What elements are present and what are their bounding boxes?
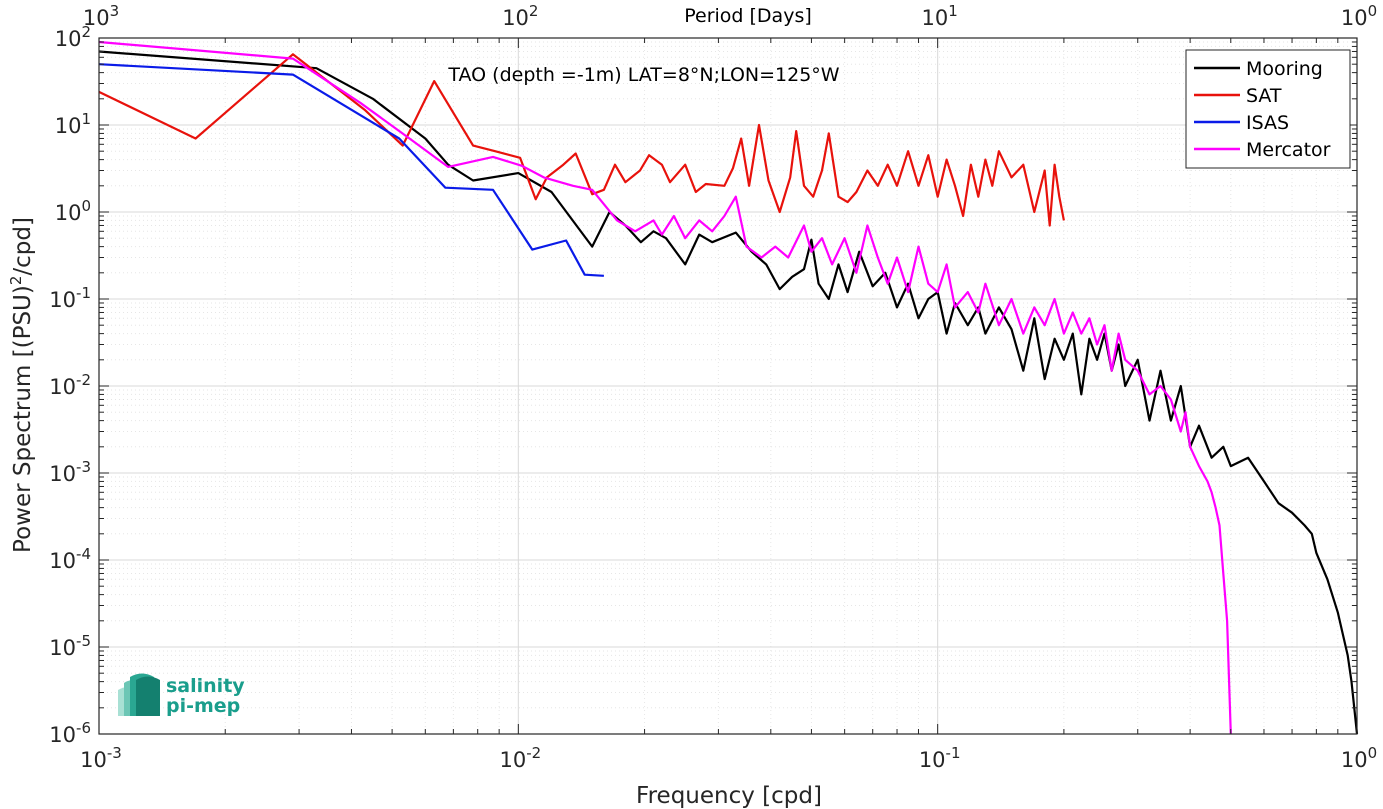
- chart-annotation: TAO (depth =-1m) LAT=8°N;LON=125°W: [447, 64, 839, 86]
- y-tick-label: 10-6: [49, 719, 91, 747]
- top-tick-label: 100: [1341, 2, 1377, 30]
- y-axis-title: Power Spectrum [(PSU)2/cpd]: [7, 217, 36, 553]
- y-tick-label-exp: 2: [81, 23, 91, 41]
- top-tick-label: 103: [83, 2, 119, 30]
- x-tick-label: 10-1: [919, 744, 961, 772]
- y-axis-title-sup: 2: [7, 276, 25, 286]
- salinity-pi-mep-logo: salinity pi-mep: [118, 673, 245, 717]
- top-tick-label-base: 10: [502, 6, 529, 30]
- y-tick-label: 100: [55, 197, 91, 225]
- y-tick-label-exp: 1: [81, 110, 91, 128]
- top-tick-label: 101: [922, 2, 958, 30]
- y-tick-label-exp: -3: [76, 458, 91, 476]
- y-axis-title-main: Power Spectrum [(PSU): [10, 285, 36, 553]
- ticks: [98, 37, 1358, 735]
- y-tick-label-exp: -6: [76, 719, 91, 737]
- y-tick-label-exp: -4: [76, 545, 91, 563]
- x-tick-label-base: 10: [499, 748, 526, 772]
- legend: Mooring SAT ISAS Mercator: [1185, 49, 1351, 169]
- top-tick-label-exp: 3: [110, 2, 120, 20]
- y-tick-label: 10-3: [49, 458, 91, 486]
- y-tick-label-base: 10: [55, 114, 82, 138]
- logo-line2: pi-mep: [166, 695, 240, 717]
- y-tick-label: 10-2: [49, 371, 91, 399]
- y-tick-label: 102: [55, 23, 91, 51]
- legend-label-mercator: Mercator: [1246, 139, 1331, 161]
- y-tick-label: 10-5: [49, 632, 91, 660]
- tick-labels: 10-3 10-2 10-1 10010-610-510-410-310-210-11…: [49, 2, 1377, 772]
- series-group: [98, 40, 1359, 735]
- waves-icon: [118, 673, 160, 716]
- logo-line1: salinity: [166, 675, 245, 697]
- legend-label-sat: SAT: [1246, 85, 1282, 107]
- x-tick-label-exp: -1: [946, 744, 961, 762]
- legend-label-mooring: Mooring: [1246, 58, 1323, 80]
- y-tick-label-base: 10: [49, 636, 76, 660]
- y-tick-label-exp: 0: [81, 197, 91, 215]
- top-tick-label-base: 10: [922, 6, 949, 30]
- x-axis-title: Frequency [cpd]: [636, 783, 822, 809]
- y-tick-label-base: 10: [49, 288, 76, 312]
- top-tick-label: 102: [502, 2, 538, 30]
- top-tick-label-base: 10: [83, 6, 110, 30]
- y-tick-label-base: 10: [49, 375, 76, 399]
- series-mooring-line: [98, 50, 1359, 735]
- x-tick-label-exp: 0: [1368, 744, 1378, 762]
- y-tick-label-exp: -2: [76, 371, 91, 389]
- y-tick-label-base: 10: [49, 723, 76, 747]
- y-tick-label: 10-1: [49, 284, 91, 312]
- y-tick-label-exp: -5: [76, 632, 91, 650]
- y-tick-label: 101: [55, 110, 91, 138]
- top-tick-label-base: 10: [1341, 6, 1368, 30]
- legend-label-isas: ISAS: [1246, 112, 1289, 134]
- y-tick-label-base: 10: [55, 201, 82, 225]
- x-tick-label-exp: -2: [526, 744, 541, 762]
- top-tick-label-exp: 2: [529, 2, 539, 20]
- x-tick-label: 10-2: [499, 744, 541, 772]
- x-tick-label-base: 10: [919, 748, 946, 772]
- top-tick-label-exp: 0: [1368, 2, 1378, 20]
- x-tick-label-base: 10: [1341, 748, 1368, 772]
- series-isas-line: [98, 63, 604, 277]
- y-tick-label-base: 10: [49, 462, 76, 486]
- y-axis-title-end: /cpd]: [10, 217, 36, 276]
- y-tick-label-base: 10: [49, 549, 76, 573]
- y-tick-label-base: 10: [55, 27, 82, 51]
- x-tick-label: 10-3: [80, 744, 122, 772]
- x-tick-label: 100: [1341, 744, 1377, 772]
- y-tick-label: 10-4: [49, 545, 91, 573]
- top-axis-title: Period [Days]: [684, 5, 812, 27]
- series-mercator-line: [98, 40, 1232, 735]
- x-tick-label-base: 10: [80, 748, 107, 772]
- series-sat-line: [98, 53, 1065, 227]
- x-tick-label-exp: -3: [107, 744, 122, 762]
- top-tick-label-exp: 1: [948, 2, 958, 20]
- y-tick-label-exp: -1: [76, 284, 91, 302]
